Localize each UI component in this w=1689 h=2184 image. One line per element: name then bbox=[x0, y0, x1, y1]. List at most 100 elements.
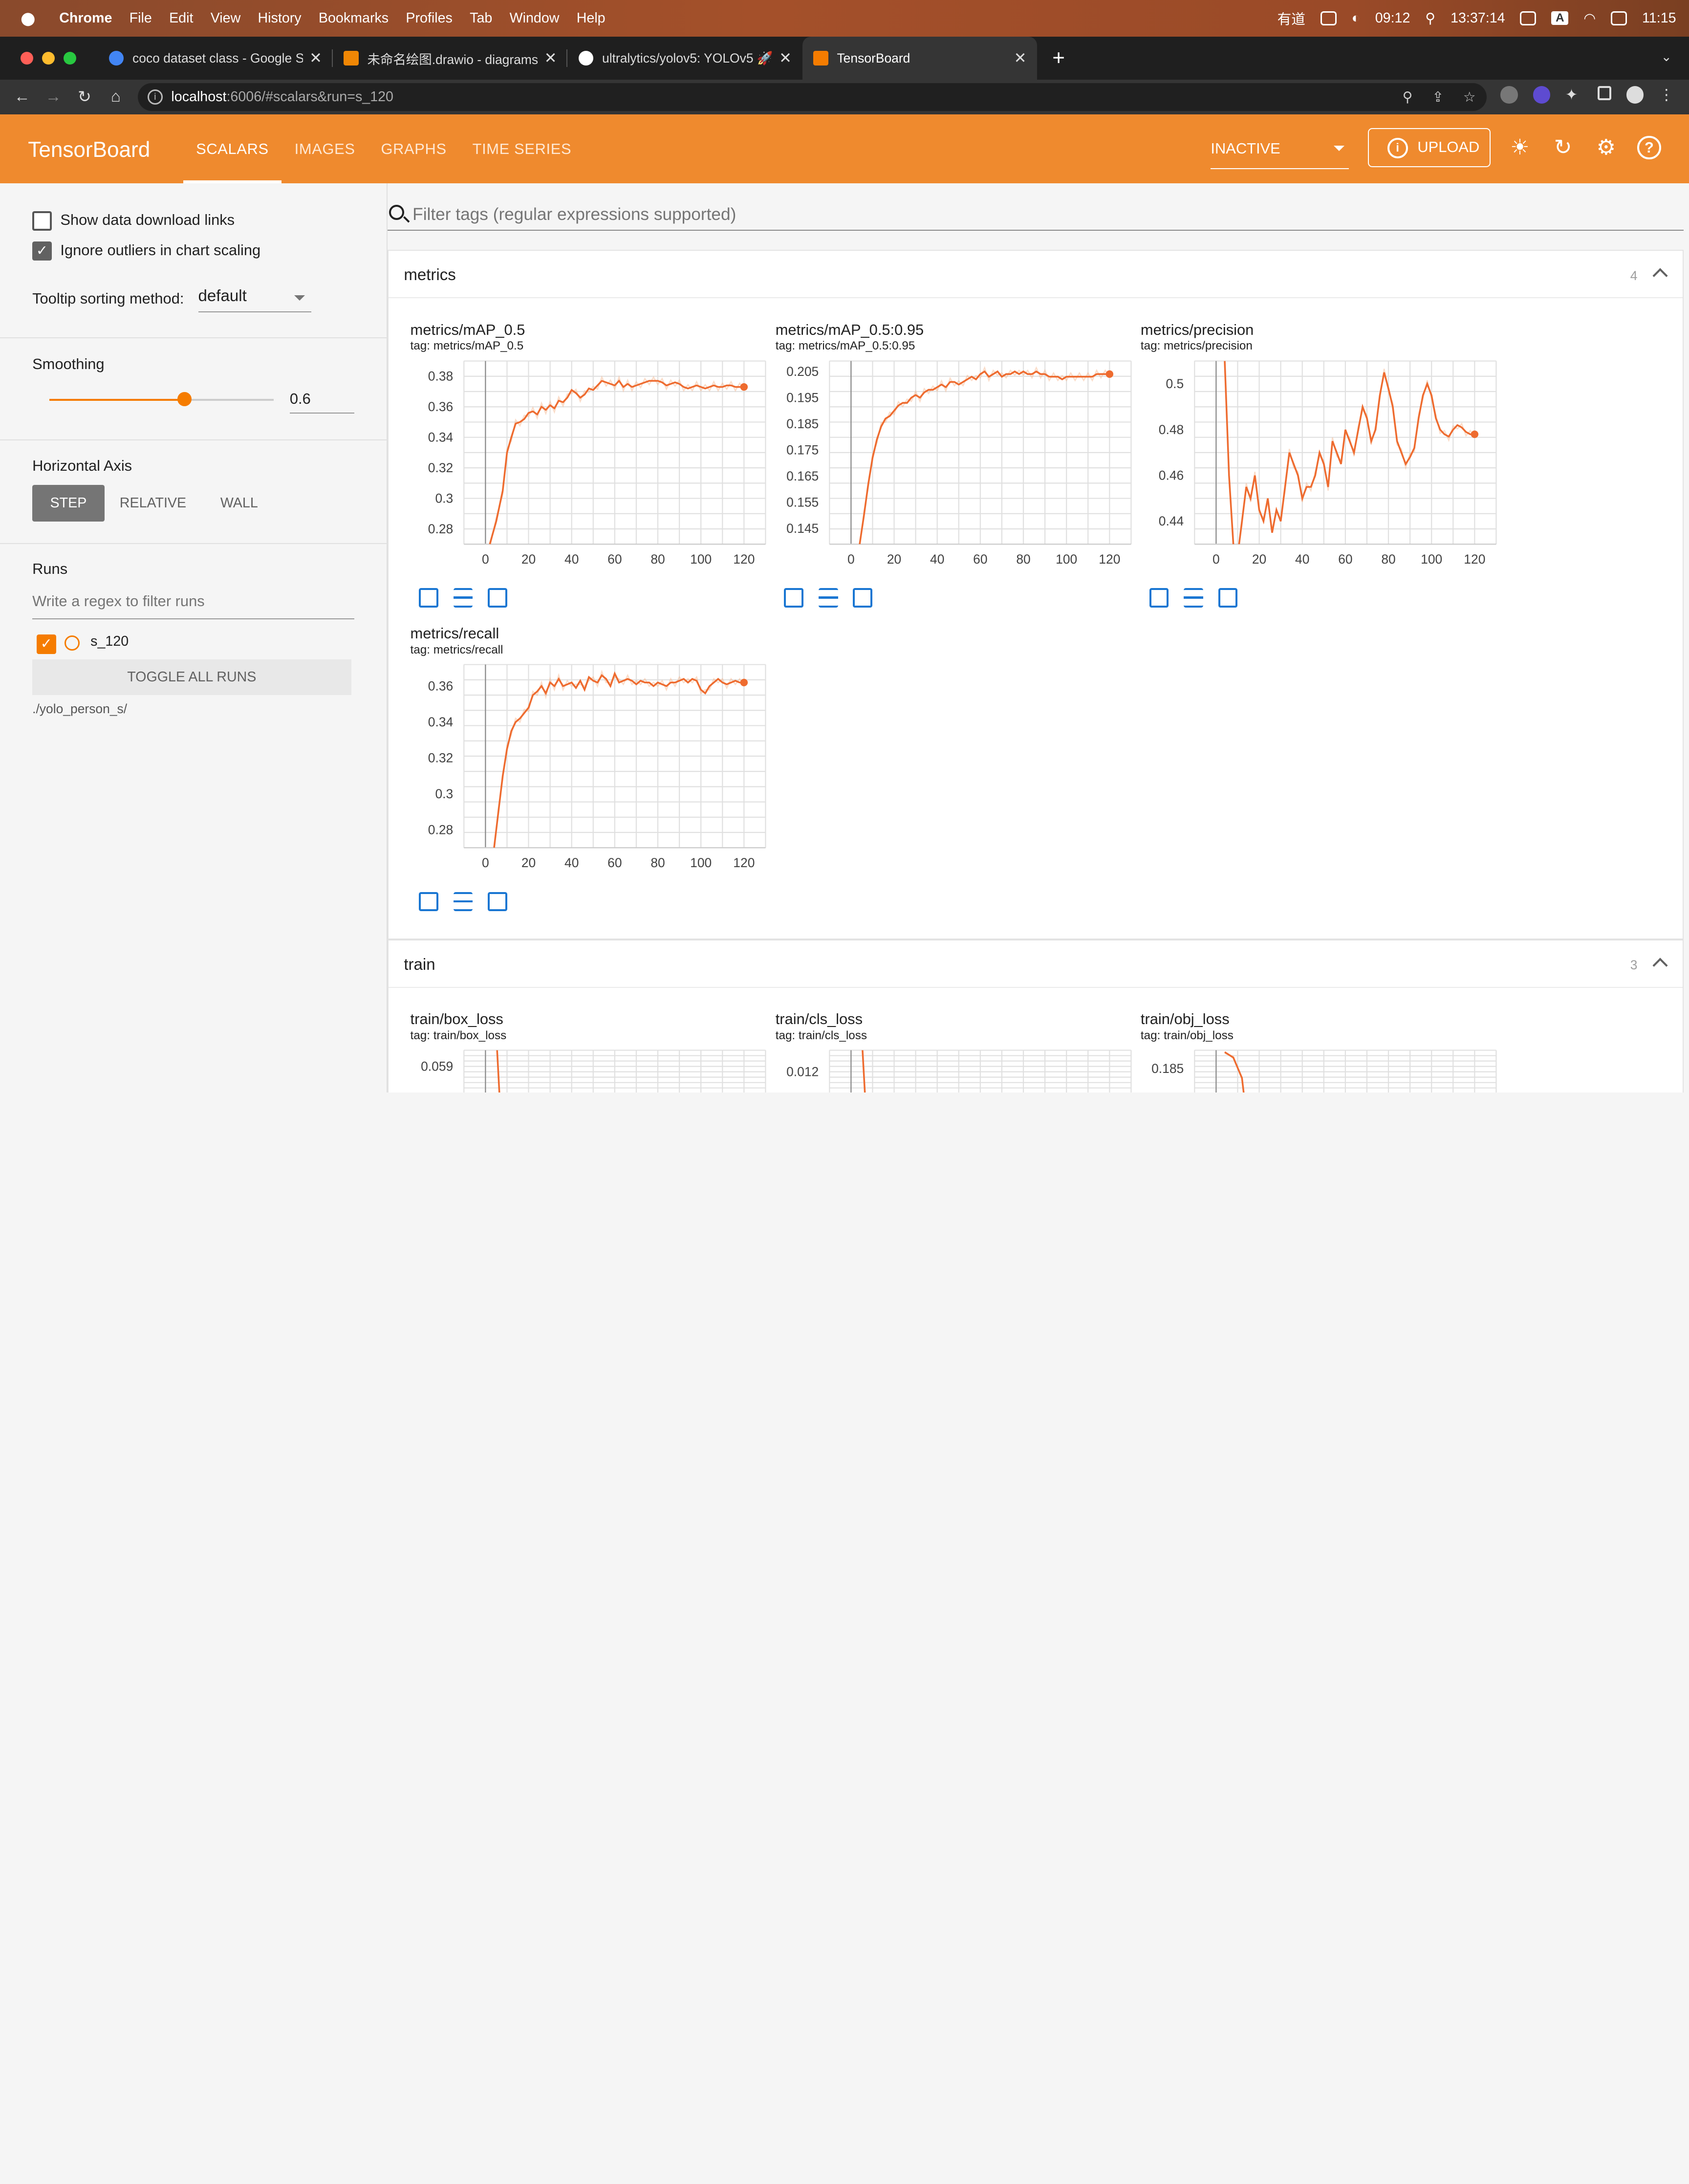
chart-plot[interactable]: 0.28 0.3 0.32 0.34 0.36 0.38 0 20 40 60 80 100 120 bbox=[389, 321, 776, 580]
run-name[interactable]: s_120 bbox=[90, 633, 129, 649]
fullscreen-icon[interactable] bbox=[419, 892, 438, 912]
theme-sun-icon[interactable]: ☀ bbox=[1510, 135, 1530, 159]
reload-data-icon[interactable]: ↻ bbox=[1554, 135, 1572, 159]
chevron-up-icon[interactable] bbox=[1652, 268, 1668, 284]
battery-icon[interactable] bbox=[1520, 11, 1537, 25]
show-download-label[interactable]: Show data download links bbox=[60, 211, 235, 228]
menu-tab[interactable]: Tab bbox=[470, 10, 493, 26]
control-center-icon[interactable] bbox=[1611, 11, 1627, 25]
settings-gear-icon[interactable]: ⚙ bbox=[1596, 135, 1616, 159]
back-icon[interactable]: ← bbox=[14, 87, 30, 106]
toggle-all-runs-button[interactable]: TOGGLE ALL RUNS bbox=[32, 659, 351, 695]
menu-edit[interactable]: Edit bbox=[169, 10, 194, 26]
ignore-outliers-label[interactable]: Ignore outliers in chart scaling bbox=[60, 241, 261, 259]
data-table-icon[interactable] bbox=[818, 588, 838, 608]
tag-filter-input[interactable]: Filter tags (regular expressions support… bbox=[388, 198, 1684, 231]
data-table-icon[interactable] bbox=[453, 892, 473, 912]
fit-domain-icon[interactable] bbox=[1218, 588, 1238, 608]
chart-plot[interactable]: 0.012 bbox=[754, 1010, 1142, 1092]
brand-title[interactable]: TensorBoard bbox=[28, 138, 151, 162]
edit-icon[interactable] bbox=[1320, 11, 1337, 25]
smoothing-slider[interactable] bbox=[49, 392, 274, 406]
section-header[interactable]: metrics 4 bbox=[389, 251, 1683, 299]
chevron-up-icon[interactable] bbox=[1652, 958, 1668, 973]
menu-history[interactable]: History bbox=[258, 10, 302, 26]
smoothing-input[interactable]: 0.6 bbox=[289, 390, 355, 414]
tab-drawio[interactable]: 未命名绘图.drawio - diagrams.n ✕ bbox=[333, 37, 568, 80]
tab-tensorboard[interactable]: TensorBoard ✕ bbox=[802, 36, 1038, 80]
fullscreen-icon[interactable] bbox=[419, 588, 438, 608]
puzzle-icon[interactable]: ✦ bbox=[1565, 86, 1578, 104]
extension-icon[interactable] bbox=[1500, 86, 1518, 104]
wifi-icon[interactable]: ◠ bbox=[1583, 10, 1596, 26]
close-tab-icon[interactable]: ✕ bbox=[1014, 49, 1027, 67]
share-icon[interactable]: ⇪ bbox=[1432, 89, 1444, 105]
status-time2[interactable]: 13:37:14 bbox=[1451, 10, 1505, 26]
close-window-button[interactable] bbox=[20, 51, 34, 65]
fit-domain-icon[interactable] bbox=[488, 588, 507, 608]
tab-time-series[interactable]: TIME SERIES bbox=[472, 140, 572, 157]
close-tab-icon[interactable]: ✕ bbox=[544, 49, 557, 67]
zoom-icon[interactable]: ⚲ bbox=[1402, 89, 1413, 105]
forward-icon[interactable]: → bbox=[45, 87, 62, 106]
fullscreen-icon[interactable] bbox=[784, 588, 804, 608]
chrome-menu-icon[interactable]: ⋮ bbox=[1659, 86, 1674, 104]
fullscreen-icon[interactable] bbox=[1149, 588, 1169, 608]
chart-plot[interactable]: 0.28 0.3 0.32 0.34 0.36 0 20 40 60 80 100 120 bbox=[389, 625, 776, 883]
chart-plot[interactable]: 0.185 bbox=[1119, 1010, 1507, 1092]
axis-step-button[interactable]: STEP bbox=[32, 484, 105, 522]
url-bar[interactable]: i localhost:6006/#scalars&run=s_120 ⚲ ⇪ … bbox=[138, 83, 1487, 111]
run-color-swatch[interactable] bbox=[65, 635, 80, 651]
tab-images[interactable]: IMAGES bbox=[294, 140, 355, 157]
section-header[interactable]: train 3 bbox=[389, 940, 1683, 988]
tab-search-icon[interactable]: ⌄ bbox=[1661, 49, 1672, 65]
bookmark-star-icon[interactable]: ☆ bbox=[1463, 89, 1476, 105]
new-tab-button[interactable]: + bbox=[1052, 46, 1065, 70]
upload-button[interactable]: i UPLOAD bbox=[1368, 128, 1491, 167]
help-icon[interactable]: ? bbox=[1637, 135, 1661, 160]
zoom-window-button[interactable] bbox=[64, 51, 77, 65]
profile-avatar[interactable] bbox=[1626, 86, 1644, 104]
menu-app[interactable]: Chrome bbox=[59, 10, 112, 26]
menu-view[interactable]: View bbox=[210, 10, 241, 26]
axis-wall-button[interactable]: WALL bbox=[220, 495, 258, 511]
menu-window[interactable]: Window bbox=[509, 10, 560, 26]
status-time1[interactable]: 09:12 bbox=[1375, 10, 1410, 26]
extension-icon[interactable] bbox=[1533, 86, 1550, 104]
chart-plot[interactable]: 0.059 bbox=[389, 1010, 776, 1092]
menu-help[interactable]: Help bbox=[576, 10, 606, 26]
dict-status[interactable]: 有道 bbox=[1277, 11, 1305, 27]
tab-scalars[interactable]: SCALARS bbox=[183, 114, 282, 183]
tooltip-sort-select[interactable]: default bbox=[198, 284, 311, 313]
ignore-outliers-checkbox[interactable]: ✓ bbox=[32, 241, 52, 261]
menu-bookmarks[interactable]: Bookmarks bbox=[318, 10, 389, 26]
home-icon[interactable]: ⌂ bbox=[110, 87, 121, 106]
tab-coco[interactable]: coco dataset class - Google Sc ✕ bbox=[98, 37, 333, 80]
tab-github[interactable]: ultralytics/yolov5: YOLOv5 🚀 ✕ bbox=[567, 37, 802, 80]
slider-thumb[interactable] bbox=[177, 392, 192, 406]
axis-relative-button[interactable]: RELATIVE bbox=[119, 495, 187, 511]
chart-plot[interactable]: 0.44 0.46 0.48 0.5 0 20 40 60 80 100 120 bbox=[1119, 321, 1507, 580]
input-badge[interactable]: A bbox=[1551, 11, 1569, 25]
reload-icon[interactable]: ↻ bbox=[78, 88, 91, 107]
fit-domain-icon[interactable] bbox=[488, 892, 507, 912]
sidepanel-icon[interactable] bbox=[1597, 86, 1612, 100]
clock[interactable]: 11:15 bbox=[1642, 10, 1676, 26]
pin-icon[interactable]: ⚲ bbox=[1425, 10, 1436, 26]
close-tab-icon[interactable]: ✕ bbox=[309, 49, 322, 67]
data-table-icon[interactable] bbox=[453, 588, 473, 608]
show-download-checkbox[interactable] bbox=[32, 211, 52, 231]
close-tab-icon[interactable]: ✕ bbox=[779, 49, 792, 67]
half-circle-icon[interactable]: ◐ bbox=[1351, 10, 1360, 26]
chart-plot[interactable]: 0.145 0.155 0.165 0.175 0.185 0.195 0.205 0 20 40… bbox=[754, 321, 1142, 580]
fit-domain-icon[interactable] bbox=[853, 588, 873, 608]
data-table-icon[interactable] bbox=[1184, 588, 1203, 608]
menu-profiles[interactable]: Profiles bbox=[406, 10, 453, 26]
minimize-window-button[interactable] bbox=[42, 51, 55, 65]
site-info-icon[interactable]: i bbox=[147, 89, 163, 105]
inactive-plugins-dropdown[interactable]: INACTIVE bbox=[1211, 137, 1349, 170]
run-checkbox[interactable]: ✓ bbox=[36, 634, 56, 654]
runs-filter-input[interactable]: Write a regex to filter runs bbox=[32, 592, 355, 620]
apple-icon[interactable]: ● bbox=[20, 8, 36, 28]
tab-graphs[interactable]: GRAPHS bbox=[381, 140, 447, 157]
